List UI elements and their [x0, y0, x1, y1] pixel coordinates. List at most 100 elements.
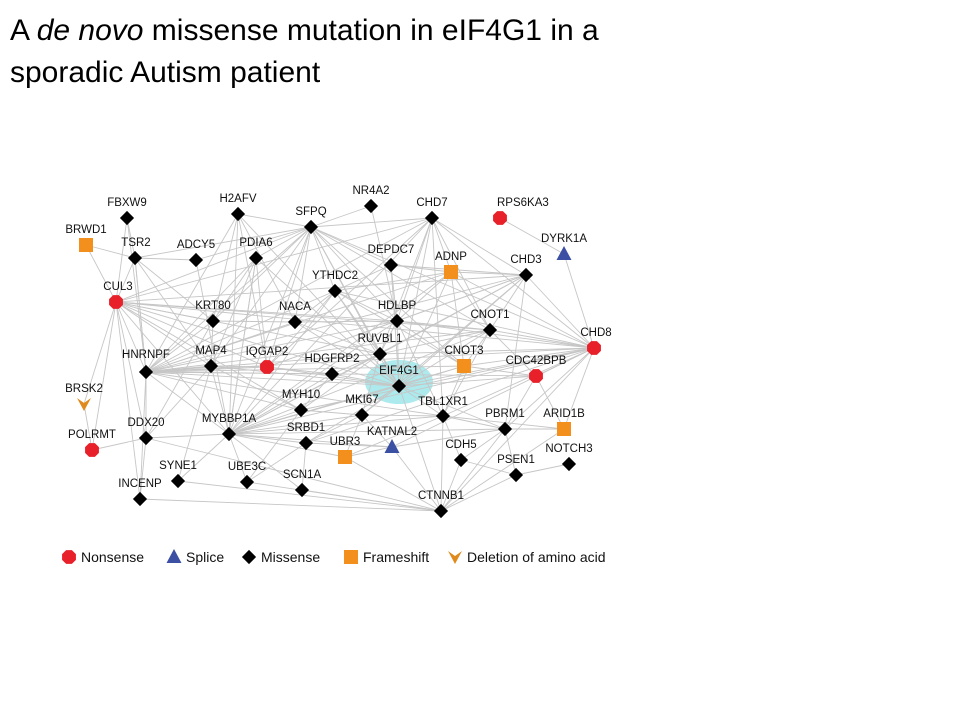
edge-hnrnpf-cnot3	[145, 365, 465, 373]
gene-node-dyrk1a[interactable]: DYRK1A	[541, 233, 587, 260]
edge-cul3-krt80	[115, 301, 214, 322]
gene-label-hdlbp: HDLBP	[378, 300, 417, 312]
gene-label-incenp: INCENP	[118, 478, 162, 490]
gene-node-cdc42bpb[interactable]: CDC42BPB	[506, 355, 567, 383]
edge-tsr2-brwd1	[85, 244, 136, 259]
gene-node-adnp[interactable]: ADNP	[435, 251, 467, 279]
gene-label-chd3: CHD3	[510, 254, 541, 266]
gene-node-katnal2[interactable]: KATNAL2	[367, 426, 417, 453]
gene-node-chd3[interactable]: CHD3	[510, 254, 542, 283]
edge-sfpq-pdia6	[255, 226, 312, 259]
gene-node-iqgap2[interactable]: IQGAP2	[246, 346, 289, 374]
edge-eif4g1-tbl1xr1	[398, 385, 444, 417]
gene-node-rps6ka3[interactable]: RPS6KA3	[493, 197, 549, 225]
edge-eif4g1-cdc42bpb	[398, 375, 537, 387]
deletion-marker-icon	[77, 398, 91, 411]
missense-marker-icon	[324, 366, 340, 382]
gene-node-scn1a[interactable]: SCN1A	[283, 469, 322, 498]
edge-fbxw9-tsr2	[126, 217, 136, 259]
edge-sfpq-depdc7	[310, 226, 392, 266]
gene-node-psen1[interactable]: PSEN1	[497, 454, 535, 483]
missense-marker-icon	[482, 322, 498, 338]
gene-node-pdia6[interactable]: PDIA6	[239, 237, 273, 266]
edge-hdlbp-cnot3	[396, 320, 465, 367]
edge-cul3-eif4g1	[115, 301, 400, 387]
edge-ruvbl1-naca	[294, 321, 381, 355]
gene-node-chd7[interactable]: CHD7	[416, 197, 448, 226]
edge-hdlbp-tbl1xr1	[396, 320, 444, 417]
missense-marker-icon	[303, 219, 319, 235]
edge-mybbp1a-ddx20	[145, 433, 230, 439]
edge-pbrm1-ctnnb1	[440, 428, 506, 512]
gene-node-tbl1xr1[interactable]: TBL1XR1	[418, 396, 468, 424]
gene-node-incenp[interactable]: INCENP	[118, 478, 162, 507]
gene-node-hnrnpf[interactable]: HNRNPF	[122, 349, 170, 380]
edge-sfpq-chd8	[310, 226, 595, 349]
gene-node-krt80[interactable]: KRT80	[195, 300, 231, 329]
gene-node-fbxw9[interactable]: FBXW9	[107, 197, 147, 226]
title-italic: de novo	[36, 14, 144, 47]
frameshift-legend-icon	[344, 550, 358, 564]
gene-node-syne1[interactable]: SYNE1	[159, 460, 197, 489]
gene-node-notch3[interactable]: NOTCH3	[545, 443, 593, 472]
edge-mybbp1a-ube3c	[228, 433, 248, 483]
edge-sfpq-hnrnpf	[145, 226, 312, 373]
missense-marker-icon	[188, 252, 204, 268]
gene-node-cdh5[interactable]: CDH5	[445, 439, 477, 468]
title-part1: A	[10, 14, 37, 47]
edge-naca-krt80	[212, 320, 296, 323]
gene-node-srbd1[interactable]: SRBD1	[287, 422, 325, 451]
gene-node-brwd1[interactable]: BRWD1	[65, 224, 107, 252]
gene-node-depdc7[interactable]: DEPDC7	[368, 244, 415, 273]
gene-node-ddx20[interactable]: DDX20	[127, 417, 165, 446]
edge-depdc7-chd3	[390, 264, 527, 276]
gene-node-map4[interactable]: MAP4	[195, 345, 227, 374]
gene-label-brsk2: BRSK2	[65, 383, 103, 395]
missense-marker-icon	[138, 430, 154, 446]
gene-node-eif4g1[interactable]: EIF4G1	[379, 365, 419, 394]
gene-node-sfpq[interactable]: SFPQ	[295, 206, 327, 235]
legend-label-missense: Missense	[261, 549, 320, 565]
edge-eif4g1-pbrm1	[398, 385, 506, 430]
gene-node-hdgfrp2[interactable]: HDGFRP2	[305, 353, 360, 382]
gene-node-ube3c[interactable]: UBE3C	[228, 461, 266, 490]
gene-node-myh10[interactable]: MYH10	[282, 389, 320, 418]
edge-hdlbp-cnot1	[396, 320, 491, 331]
gene-node-ruvbl1[interactable]: RUVBL1	[358, 333, 403, 362]
gene-node-mki67[interactable]: MKI67	[345, 394, 379, 423]
gene-node-ythdc2[interactable]: YTHDC2	[312, 270, 358, 299]
gene-node-tsr2[interactable]: TSR2	[121, 237, 151, 266]
nonsense-marker-icon	[260, 360, 274, 374]
gene-node-chd8[interactable]: CHD8	[580, 327, 612, 355]
gene-label-h2afv: H2AFV	[219, 193, 256, 205]
legend: Nonsense Splice Missense Frameshift Deletion…	[62, 549, 606, 565]
gene-node-nr4a2[interactable]: NR4A2	[352, 185, 390, 214]
gene-node-ctnnb1[interactable]: CTNNB1	[418, 490, 464, 519]
edge-ctnnb1-incenp	[139, 498, 442, 512]
edge-hnrnpf-myh10	[145, 371, 302, 411]
gene-node-cul3[interactable]: CUL3	[103, 281, 133, 309]
gene-node-hdlbp[interactable]: HDLBP	[378, 300, 417, 329]
gene-node-h2afv[interactable]: H2AFV	[219, 193, 257, 222]
edge-chd8-arid1b	[563, 347, 595, 430]
edge-pbrm1-katnal2	[391, 428, 506, 448]
gene-node-arid1b[interactable]: ARID1B	[543, 408, 585, 436]
deletion-legend-icon	[448, 551, 462, 564]
gene-node-adcy5[interactable]: ADCY5	[177, 239, 215, 268]
gene-node-ubr3[interactable]: UBR3	[330, 436, 361, 464]
edge-hnrnpf-ythdc2	[145, 290, 336, 373]
gene-label-cnot1: CNOT1	[471, 309, 510, 321]
gene-node-polrmt[interactable]: POLRMT	[68, 429, 116, 457]
gene-node-cnot3[interactable]: CNOT3	[445, 345, 484, 373]
gene-node-brsk2[interactable]: BRSK2	[65, 383, 103, 411]
gene-node-naca[interactable]: NACA	[279, 301, 311, 330]
gene-label-fbxw9: FBXW9	[107, 197, 147, 209]
edge-chd8-tbl1xr1	[442, 347, 595, 417]
gene-node-pbrm1[interactable]: PBRM1	[485, 408, 525, 437]
edge-map4-iqgap2	[210, 365, 268, 368]
gene-node-mybbp1a[interactable]: MYBBP1A	[202, 413, 257, 442]
edge-chd7-cul3	[115, 217, 433, 303]
gene-node-cnot1[interactable]: CNOT1	[471, 309, 510, 338]
gene-label-pdia6: PDIA6	[239, 237, 272, 249]
gene-label-rps6ka3: RPS6KA3	[497, 197, 549, 209]
